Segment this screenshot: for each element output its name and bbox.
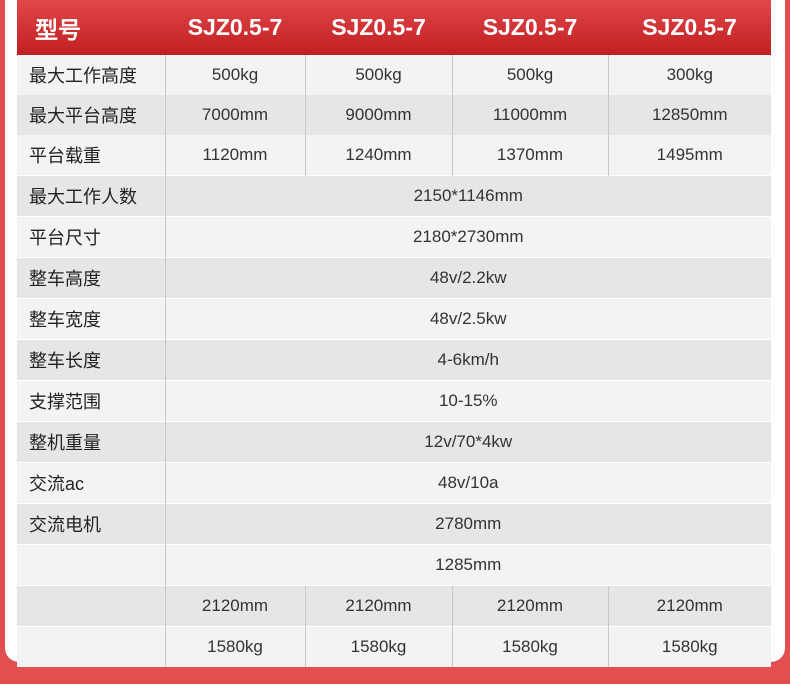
cell-value: 2120mm: [164, 585, 305, 627]
cell-value: 2780mm: [164, 503, 771, 545]
cell-value: 48v/10a: [164, 462, 771, 504]
model-header: SJZ0.5-7: [165, 0, 305, 55]
cell-value: 500kg: [164, 55, 305, 95]
row-label: [17, 585, 165, 627]
cell-value: 1240mm: [304, 135, 452, 176]
table-row: 2120mm 2120mm 2120mm 2120mm: [17, 585, 771, 627]
table-row: 平台载重 1120mm 1240mm 1370mm 1495mm: [17, 135, 771, 176]
cell-value: 7000mm: [164, 95, 305, 135]
row-label: 整车宽度: [17, 298, 165, 340]
table-row: 交流电机 2780mm: [17, 503, 771, 545]
cell-value: 9000mm: [304, 95, 452, 135]
row-label: [17, 626, 165, 667]
cell-value: 300kg: [607, 55, 771, 95]
row-label: 最大工作人数: [17, 175, 165, 217]
cell-value: 4-6km/h: [164, 339, 771, 381]
table-row: 1580kg 1580kg 1580kg 1580kg: [17, 626, 771, 667]
table-row: 交流ac 48v/10a: [17, 462, 771, 504]
cell-value: 48v/2.5kw: [164, 298, 771, 340]
table-row: 整机重量 12v/70*4kw: [17, 421, 771, 463]
table-row: 整车高度 48v/2.2kw: [17, 257, 771, 299]
cell-value: 2120mm: [607, 585, 771, 627]
cell-value: 12v/70*4kw: [164, 421, 771, 463]
cell-value: 1370mm: [451, 135, 608, 176]
cell-value: 1580kg: [304, 626, 452, 667]
row-label: 支撑范围: [17, 380, 165, 422]
table-row: 整车宽度 48v/2.5kw: [17, 298, 771, 340]
table-row: 1285mm: [17, 544, 771, 586]
table-row: 最大平台高度 7000mm 9000mm 11000mm 12850mm: [17, 95, 771, 135]
cell-value: 1580kg: [607, 626, 771, 667]
cell-value: 1580kg: [164, 626, 305, 667]
table-row: 支撑范围 10-15%: [17, 380, 771, 422]
cell-value: 500kg: [304, 55, 452, 95]
row-label: 交流电机: [17, 503, 165, 545]
table-row: 整车长度 4-6km/h: [17, 339, 771, 381]
cell-value: 1580kg: [451, 626, 608, 667]
header-label: 型号: [17, 0, 165, 55]
cell-value: 2180*2730mm: [164, 216, 771, 258]
header-row: 型号 SJZ0.5-7 SJZ0.5-7 SJZ0.5-7 SJZ0.5-7: [17, 0, 771, 55]
table-row: 最大工作人数 2150*1146mm: [17, 175, 771, 217]
cell-value: 2150*1146mm: [164, 175, 771, 217]
row-label: [17, 544, 165, 586]
spec-table: 型号 SJZ0.5-7 SJZ0.5-7 SJZ0.5-7 SJZ0.5-7 最…: [17, 0, 771, 667]
row-label: 平台尺寸: [17, 216, 165, 258]
cell-value: 10-15%: [164, 380, 771, 422]
cell-value: 2120mm: [451, 585, 608, 627]
table-row: 平台尺寸 2180*2730mm: [17, 216, 771, 258]
cell-value: 12850mm: [607, 95, 771, 135]
row-label: 最大平台高度: [17, 95, 165, 135]
row-label: 最大工作高度: [17, 55, 165, 95]
model-header: SJZ0.5-7: [608, 0, 771, 55]
cell-value: 1495mm: [607, 135, 771, 176]
row-label: 整车高度: [17, 257, 165, 299]
row-label: 整车长度: [17, 339, 165, 381]
row-label: 平台载重: [17, 135, 165, 176]
cell-value: 2120mm: [304, 585, 452, 627]
cell-value: 1285mm: [164, 544, 771, 586]
cell-value: 1120mm: [164, 135, 305, 176]
row-label: 交流ac: [17, 462, 165, 504]
model-header: SJZ0.5-7: [452, 0, 608, 55]
table-row: 最大工作高度 500kg 500kg 500kg 300kg: [17, 55, 771, 95]
cell-value: 11000mm: [451, 95, 608, 135]
row-label: 整机重量: [17, 421, 165, 463]
cell-value: 500kg: [451, 55, 608, 95]
model-header: SJZ0.5-7: [305, 0, 452, 55]
cell-value: 48v/2.2kw: [164, 257, 771, 299]
